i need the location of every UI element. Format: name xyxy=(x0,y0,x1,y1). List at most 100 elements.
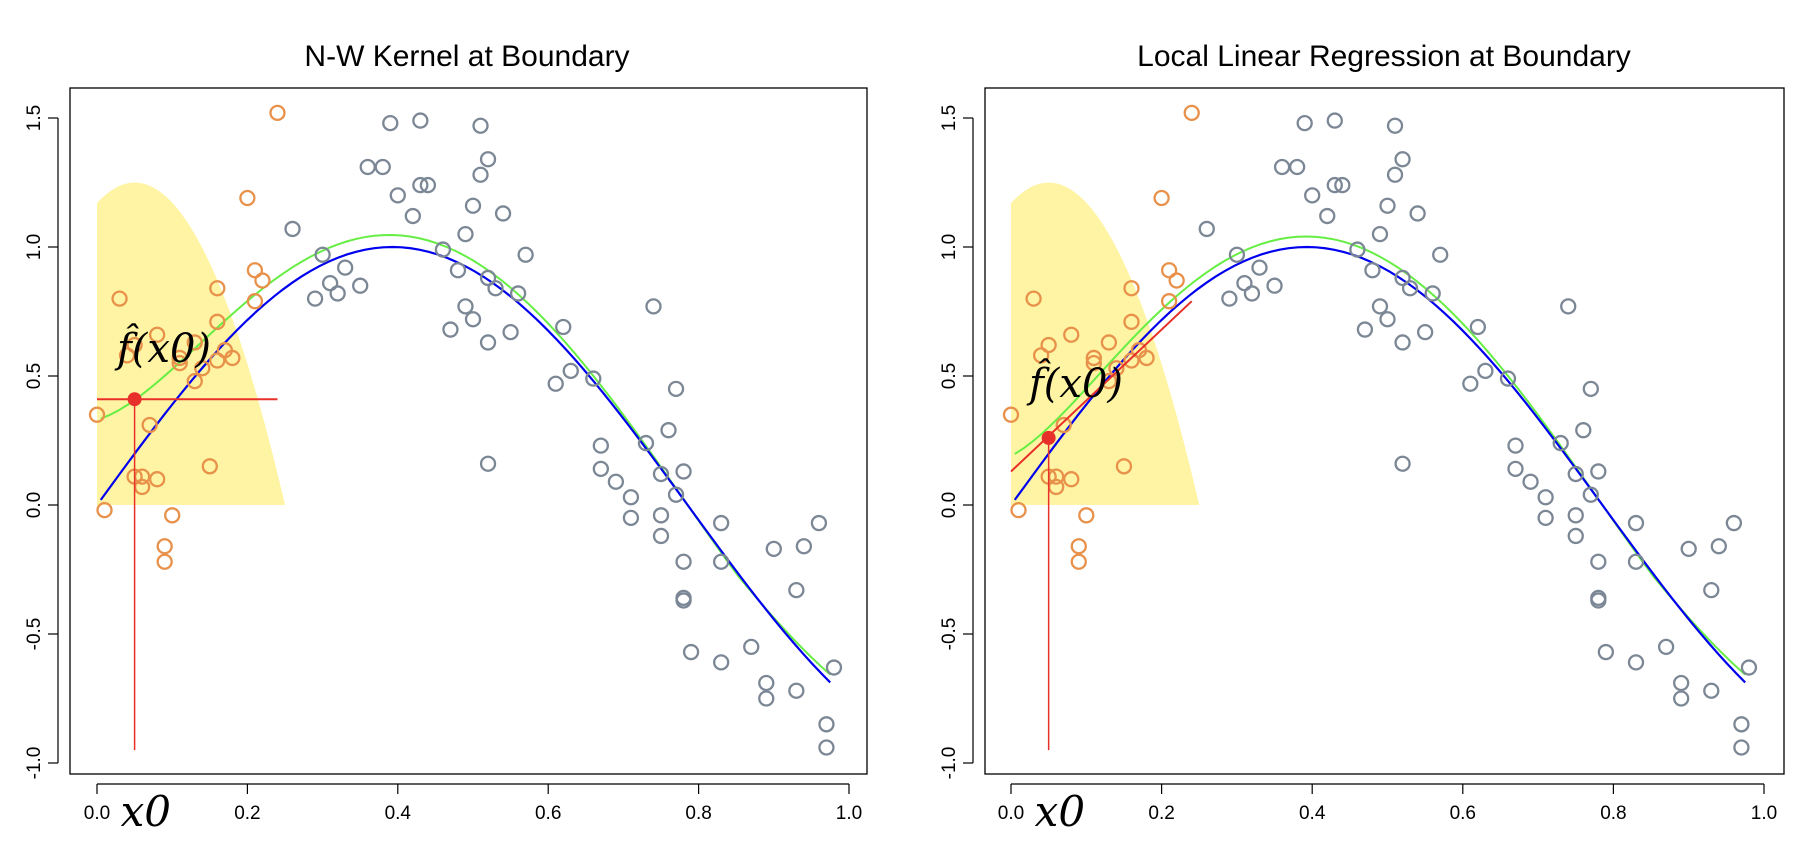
data-point-in-window xyxy=(201,458,218,475)
y-tick-label: 0.5 xyxy=(939,363,960,389)
data-point-in-window xyxy=(1070,538,1087,555)
data-point-in-window xyxy=(194,360,211,377)
chart-title: N-W Kernel at Boundary xyxy=(304,40,629,73)
data-point xyxy=(352,277,369,294)
data-point-in-window xyxy=(224,349,241,367)
data-point-in-window xyxy=(239,189,256,207)
data-point-in-window xyxy=(141,416,158,434)
data-point-in-window xyxy=(1025,290,1042,307)
data-point-in-window xyxy=(209,313,226,330)
data-point xyxy=(1567,527,1584,545)
data-point-in-window xyxy=(1032,347,1050,364)
data-point xyxy=(622,489,640,506)
data-point-in-window xyxy=(1063,471,1080,488)
data-point xyxy=(1386,117,1404,134)
data-point xyxy=(464,311,482,328)
y-tick-label: 1.5 xyxy=(939,105,960,131)
data-point xyxy=(713,654,730,671)
data-point xyxy=(374,158,391,176)
data-point xyxy=(1364,262,1381,279)
data-point xyxy=(449,262,467,279)
x-tick-label: 0.6 xyxy=(535,803,561,824)
data-point xyxy=(1733,716,1750,733)
data-point xyxy=(585,370,602,387)
plot-frame xyxy=(69,87,868,775)
data-point-in-window xyxy=(1055,416,1072,434)
data-point xyxy=(412,112,429,129)
data-point xyxy=(1552,434,1569,452)
data-point-in-window xyxy=(1123,280,1140,297)
panel-nw-kernel: N-W Kernel at Boundary 0.0 0.2 0.4 0.6 0.8 1.… xyxy=(24,40,868,836)
data-point-in-window xyxy=(1078,507,1095,524)
x-tick-label: 0.0 xyxy=(998,803,1024,824)
data-point xyxy=(660,422,677,439)
x0-label: x0 xyxy=(1035,787,1085,836)
data-point xyxy=(713,553,730,570)
data-point xyxy=(382,115,399,132)
data-point-in-window xyxy=(1138,349,1155,367)
chart-title: Local Linear Regression at Boundary xyxy=(1137,40,1631,73)
y-tick-label: 0.0 xyxy=(24,492,45,518)
data-point xyxy=(1379,311,1396,328)
data-point xyxy=(1590,592,1607,609)
data-point xyxy=(1221,290,1238,307)
data-point xyxy=(607,473,625,490)
x0-label: x0 xyxy=(121,787,171,836)
data-point-in-window xyxy=(1085,354,1102,372)
data-point xyxy=(1703,682,1720,699)
data-point-in-window xyxy=(96,502,113,519)
data-point xyxy=(1725,514,1743,532)
data-point xyxy=(1582,380,1599,398)
data-point xyxy=(1499,370,1517,387)
data-point-in-window xyxy=(149,471,166,488)
data-point xyxy=(1379,197,1396,214)
data-point xyxy=(494,205,512,222)
data-point xyxy=(1590,463,1607,480)
data-point xyxy=(321,274,339,292)
data-point xyxy=(652,507,670,524)
data-point xyxy=(1582,486,1599,503)
data-point xyxy=(1394,455,1411,472)
data-point xyxy=(645,298,662,315)
data-point xyxy=(1326,176,1343,194)
data-point xyxy=(1567,507,1584,524)
data-point-in-window xyxy=(254,272,271,289)
y-tick-label: 1.5 xyxy=(24,105,45,131)
data-point xyxy=(818,739,835,756)
data-point xyxy=(479,151,497,168)
data-point xyxy=(1462,375,1479,392)
data-point xyxy=(1469,318,1487,336)
x-tick-label: 0.6 xyxy=(1450,803,1476,824)
data-point-in-window xyxy=(186,373,203,390)
data-point-in-window xyxy=(1123,352,1140,369)
data-point-in-window xyxy=(209,352,226,369)
data-point-in-window xyxy=(1063,326,1080,343)
data-point xyxy=(1627,654,1645,671)
data-point xyxy=(592,460,609,478)
data-point xyxy=(1627,514,1645,532)
data-point xyxy=(1522,473,1539,490)
data-point-in-window xyxy=(269,104,286,121)
true-function-curve xyxy=(99,245,831,684)
data-point xyxy=(758,674,775,692)
x-tick-label: 1.0 xyxy=(1751,803,1777,824)
x-tick-label: 1.0 xyxy=(836,803,862,824)
fhat-point xyxy=(1041,430,1056,445)
data-point-in-window xyxy=(1183,104,1200,121)
data-point xyxy=(1273,158,1291,176)
data-point xyxy=(795,538,813,555)
data-point xyxy=(419,176,437,194)
x-tick-label: 0.4 xyxy=(1299,803,1326,824)
data-point xyxy=(359,158,376,176)
data-point-in-window xyxy=(1100,334,1118,351)
data-point xyxy=(1304,187,1321,204)
plot-frame xyxy=(984,87,1785,775)
data-point-in-window xyxy=(164,507,181,524)
data-point xyxy=(1560,298,1577,315)
data-point xyxy=(1657,638,1675,656)
data-point-in-window xyxy=(186,334,203,351)
data-point xyxy=(1409,205,1426,222)
data-point xyxy=(479,334,497,351)
data-point xyxy=(1424,285,1441,302)
data-point xyxy=(1477,362,1494,379)
